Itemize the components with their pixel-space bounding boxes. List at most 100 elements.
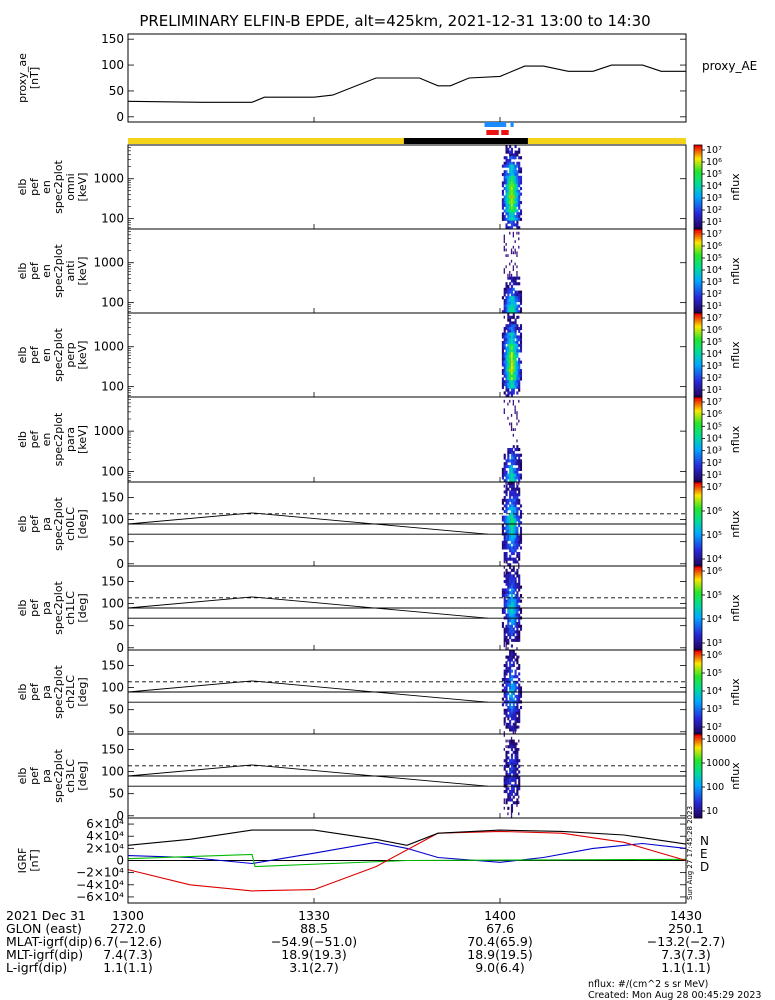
spectrogram-cell bbox=[507, 465, 510, 469]
spectrogram-cell bbox=[512, 591, 515, 595]
spectrogram-cell bbox=[516, 476, 519, 480]
spectrogram-cell bbox=[509, 792, 512, 796]
spectrogram-cell bbox=[505, 332, 508, 336]
colorbar-3-segment bbox=[694, 315, 702, 318]
spectrogram-cell bbox=[507, 638, 510, 642]
spectrogram-cell bbox=[509, 374, 512, 378]
colorbar-2-segment bbox=[694, 237, 702, 240]
spectrogram-cell bbox=[507, 706, 510, 710]
colorbar-1-segment bbox=[694, 176, 702, 179]
spectrogram-cell bbox=[505, 680, 508, 684]
legend-igrf-1: E bbox=[700, 847, 708, 861]
spectrogram-cell bbox=[512, 655, 515, 659]
spectrogram-cell bbox=[505, 209, 508, 213]
spectrogram-speck bbox=[514, 251, 516, 255]
spectrogram-cell bbox=[514, 538, 517, 542]
spectrogram-cell bbox=[505, 223, 508, 227]
spectrogram-cell bbox=[507, 622, 510, 626]
spectrogram-cell bbox=[510, 304, 514, 308]
spectrogram-cell bbox=[501, 352, 504, 356]
spectrogram-cell bbox=[510, 510, 514, 514]
spectrogram-cell bbox=[509, 498, 512, 502]
spectrogram-cell bbox=[512, 546, 515, 550]
spectrogram-cell bbox=[516, 355, 519, 359]
spectrogram-cell bbox=[501, 703, 504, 707]
spectrogram-speck bbox=[512, 251, 515, 255]
spectrogram-cell bbox=[509, 371, 512, 375]
spectrogram-cell bbox=[516, 759, 519, 763]
colorbar-5-segment bbox=[694, 503, 702, 506]
spectrogram-cell bbox=[519, 535, 523, 539]
colorbar-4-label-4: 10³ bbox=[706, 446, 722, 457]
spectrogram-cell bbox=[507, 335, 510, 339]
spectrogram-cell bbox=[503, 335, 506, 339]
spectrogram-cell bbox=[512, 501, 515, 505]
spectrogram-cell bbox=[516, 622, 519, 626]
spectrogram-cell bbox=[510, 767, 514, 771]
spectrogram-cell bbox=[501, 341, 504, 345]
spectrogram-cell bbox=[510, 706, 514, 710]
spectrogram-cell bbox=[510, 209, 514, 213]
spectrogram-cell bbox=[507, 192, 510, 196]
spectrogram-cell bbox=[510, 764, 514, 768]
spectrogram-cell bbox=[507, 366, 510, 370]
colorbar-6-segment bbox=[694, 631, 702, 634]
colorbar-3-segment bbox=[694, 340, 702, 343]
spectrogram-cell bbox=[503, 346, 506, 350]
spectrogram-cell bbox=[510, 630, 514, 634]
spectrogram-cell bbox=[512, 346, 515, 350]
spectrogram-cell bbox=[516, 546, 519, 550]
spectrogram-cell bbox=[505, 605, 508, 609]
spectrogram-cell bbox=[518, 613, 521, 617]
spectrogram-cell bbox=[510, 599, 514, 603]
spectrogram-cell bbox=[509, 318, 512, 322]
spectrogram-cell bbox=[510, 195, 514, 199]
colorbar-1-title: nflux bbox=[729, 173, 742, 201]
spectrogram-cell bbox=[507, 329, 510, 333]
colorbar-5-segment bbox=[694, 517, 702, 521]
spectrogram-cell bbox=[507, 594, 510, 598]
colorbar-4-label-2: 10⁵ bbox=[706, 421, 722, 432]
spectrogram-speck bbox=[509, 422, 511, 426]
spectrogram-cell bbox=[514, 296, 517, 300]
colorbar-7-segment bbox=[694, 666, 702, 670]
spectrogram-cell bbox=[514, 711, 517, 715]
spectrogram-cell bbox=[503, 538, 506, 542]
spectrogram-cell bbox=[501, 476, 504, 480]
ylabel-6-0: elb bbox=[16, 600, 29, 617]
spectrogram-cell bbox=[512, 725, 515, 729]
spectrogram-cell bbox=[519, 299, 523, 303]
spectrogram-cell bbox=[514, 476, 517, 480]
spectrogram-cell bbox=[503, 366, 506, 370]
spectrogram-cell bbox=[514, 385, 517, 389]
spectrogram-cell bbox=[507, 610, 510, 614]
colorbar-1-segment bbox=[694, 182, 702, 186]
colorbar-1-segment bbox=[694, 153, 702, 156]
spectrogram-cell bbox=[510, 694, 514, 698]
spectrogram-cell bbox=[509, 217, 512, 221]
spectrogram-cell bbox=[518, 577, 521, 581]
colorbar-1-segment bbox=[694, 151, 702, 154]
spectrogram-cell bbox=[505, 164, 508, 168]
colorbar-7-segment bbox=[694, 681, 702, 684]
colorbar-6-segment bbox=[694, 633, 702, 636]
spectrogram-cell bbox=[519, 360, 523, 364]
spectrogram-cell bbox=[510, 307, 514, 311]
spectrogram-cell bbox=[510, 529, 514, 533]
spectrogram-cell bbox=[503, 543, 506, 547]
colorbar-4-title: nflux bbox=[729, 425, 742, 453]
spectrogram-cell bbox=[507, 349, 510, 353]
spectrogram-cell bbox=[503, 554, 506, 558]
spectrogram-cell bbox=[505, 357, 508, 361]
spectrogram-cell bbox=[503, 694, 506, 698]
spectrogram-cell bbox=[503, 664, 506, 668]
spectrogram-cell bbox=[518, 636, 521, 640]
colorbar-7-segment bbox=[694, 731, 702, 735]
colorbar-7-segment bbox=[694, 650, 702, 653]
ylabel-7-0: elb bbox=[16, 684, 29, 701]
colorbar-5-segment bbox=[694, 526, 702, 529]
spectrogram-cell bbox=[514, 170, 517, 174]
spectrogram-cell bbox=[505, 198, 508, 202]
spectrogram-cell bbox=[507, 773, 510, 777]
spectrogram-cell bbox=[514, 181, 517, 185]
